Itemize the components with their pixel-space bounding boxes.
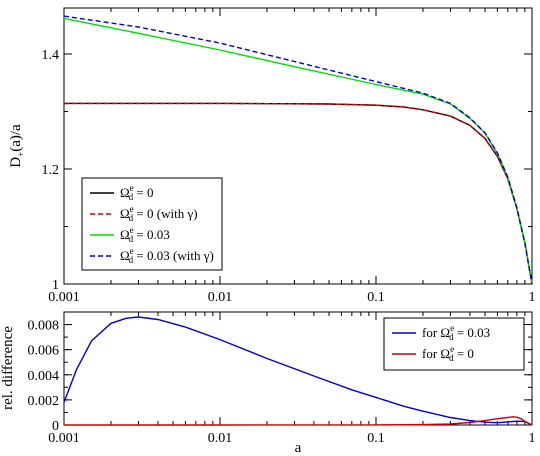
- top-legend: Ωe d = 0 Ωe d = 0 (with γ) Ωe d = 0.03 Ωe d = 0…: [81, 177, 223, 271]
- y-tick-label: 0.004: [28, 369, 60, 384]
- legend-label: for Ωe d = 0.03: [422, 323, 490, 342]
- series-line-4: [63, 15, 533, 285]
- series-line-2: [64, 416, 533, 426]
- series-line-1: [63, 316, 533, 426]
- legend-label: for Ωe d = 0: [422, 344, 474, 363]
- y-tick-label: 0.006: [28, 344, 60, 359]
- bottom-series-group: [63, 316, 533, 426]
- top-axis-ticks: 0.001 0.01 0.1 1 1 1.2 1.4: [42, 8, 536, 305]
- x-tick-label: 0.001: [48, 431, 80, 446]
- bottom-legend-box: [383, 317, 525, 371]
- x-tick-label: 0.01: [208, 431, 233, 446]
- y-tick-label: 1: [52, 278, 59, 293]
- top-y-axis-label: D+(a)/a: [8, 124, 26, 168]
- y-tick-label: 0.008: [28, 319, 60, 334]
- legend-label: Ωe d = 0.03: [120, 225, 170, 244]
- y-tick-label: 0: [52, 419, 59, 434]
- legend-label: Ωe d = 0 (with γ): [120, 204, 198, 223]
- x-tick-label: 0.001: [48, 290, 80, 305]
- x-tick-label: 0.01: [208, 290, 233, 305]
- bottom-legend: for Ωe d = 0.03 for Ωe d = 0: [383, 317, 525, 371]
- x-tick-label: 0.1: [367, 290, 385, 305]
- bottom-y-axis-label: rel. difference: [0, 326, 16, 410]
- top-series-group: [63, 15, 533, 285]
- x-tick-label: 1: [529, 290, 536, 305]
- x-tick-label: 1: [529, 431, 536, 446]
- y-tick-label: 1.4: [42, 48, 60, 63]
- bottom-axis-ticks: 0.001 0.01 0.1 1 0 0.002 0.004 0.006 0.008: [28, 311, 536, 446]
- bottom-x-axis-label: a: [295, 440, 302, 456]
- legend-label: Ωe d = 0.03 (with γ): [120, 246, 214, 265]
- legend-label: Ωe d = 0: [120, 183, 154, 202]
- top-panel-frame: [63, 7, 533, 285]
- y-tick-label: 0.002: [28, 394, 60, 409]
- series-line-2: [64, 102, 533, 285]
- y-tick-label: 1.2: [42, 163, 60, 178]
- x-tick-label: 0.1: [367, 431, 385, 446]
